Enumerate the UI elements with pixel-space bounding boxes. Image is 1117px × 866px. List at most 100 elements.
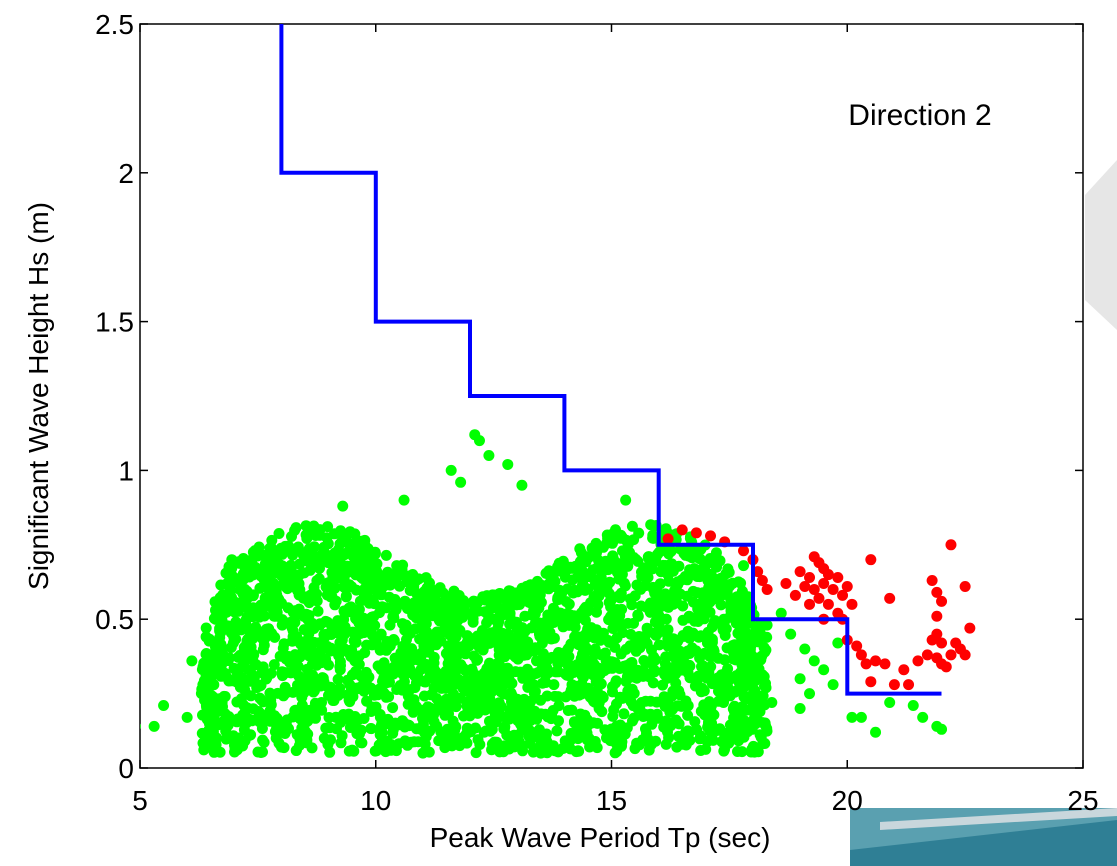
green-point: [480, 594, 491, 606]
green-point: [298, 567, 310, 579]
green-point: [647, 531, 659, 543]
green-point: [430, 639, 442, 651]
green-point: [334, 682, 346, 694]
green-point: [738, 560, 750, 572]
green-point: [461, 737, 473, 749]
green-point: [417, 616, 429, 628]
green-point: [445, 464, 457, 476]
green-point: [434, 582, 446, 594]
green-point: [728, 643, 740, 654]
green-point: [638, 562, 650, 574]
green-point: [420, 627, 432, 639]
green-point: [294, 558, 305, 570]
green-point: [298, 624, 310, 636]
green-point: [565, 684, 577, 696]
green-point: [477, 625, 488, 636]
green-point: [380, 549, 392, 561]
green-point: [296, 691, 308, 703]
green-point: [567, 574, 579, 586]
green-point: [372, 631, 384, 643]
green-point: [257, 696, 269, 708]
green-point: [751, 702, 763, 714]
green-point: [408, 694, 420, 706]
green-point: [808, 655, 820, 667]
green-point: [354, 595, 366, 607]
y-tick-label: 0: [118, 753, 134, 784]
green-point: [670, 714, 682, 726]
green-point: [403, 720, 415, 732]
green-point: [480, 725, 492, 737]
green-point: [345, 601, 357, 613]
green-point: [818, 664, 830, 676]
green-point: [720, 568, 732, 580]
green-point: [651, 708, 663, 720]
green-point: [254, 582, 266, 594]
green-point: [495, 603, 507, 615]
red-point: [827, 583, 839, 595]
green-point: [235, 601, 246, 613]
green-point: [299, 636, 311, 648]
decorative-arrow-shape: [1085, 160, 1117, 330]
green-point: [674, 645, 686, 657]
green-point: [337, 534, 348, 546]
green-point: [548, 679, 560, 691]
green-point: [321, 628, 333, 640]
green-point: [340, 591, 352, 603]
green-point: [203, 635, 215, 647]
red-point: [804, 572, 816, 584]
red-point: [940, 661, 952, 673]
green-point: [766, 697, 778, 709]
green-point: [332, 673, 344, 685]
green-point: [419, 727, 431, 739]
green-point: [512, 731, 524, 743]
red-point: [705, 530, 717, 542]
green-point: [722, 689, 734, 701]
green-point: [321, 532, 333, 544]
green-point: [708, 650, 719, 662]
green-point: [484, 693, 496, 705]
green-point: [489, 709, 501, 721]
green-point: [358, 713, 370, 724]
green-point: [569, 637, 580, 649]
red-point: [690, 527, 702, 539]
red-point: [865, 676, 877, 688]
green-point: [387, 609, 399, 621]
x-tick-label: 15: [596, 785, 627, 816]
green-point: [289, 709, 301, 721]
green-point: [391, 684, 403, 695]
green-point: [609, 641, 621, 653]
green-point: [561, 669, 573, 681]
green-point: [444, 664, 456, 676]
green-point: [450, 631, 462, 643]
red-point: [799, 580, 811, 592]
green-point: [632, 610, 644, 622]
green-point: [398, 669, 410, 681]
red-point: [851, 640, 863, 652]
green-point: [244, 647, 256, 659]
green-point: [504, 607, 516, 619]
green-point: [672, 576, 684, 588]
green-point: [303, 711, 315, 723]
green-point: [704, 606, 716, 618]
green-point: [294, 651, 306, 663]
green-point: [701, 637, 713, 649]
green-point: [379, 714, 391, 726]
green-point: [508, 639, 520, 651]
green-point: [290, 745, 302, 756]
green-point: [632, 664, 644, 676]
green-point: [705, 732, 717, 744]
red-point: [794, 566, 806, 578]
green-point: [186, 655, 198, 667]
green-point: [698, 699, 710, 711]
green-point: [493, 615, 505, 627]
green-point: [371, 558, 383, 570]
green-point: [575, 653, 587, 665]
green-point: [599, 564, 611, 576]
green-point: [232, 651, 244, 663]
green-point: [255, 570, 267, 582]
green-point: [428, 716, 440, 728]
green-point: [415, 650, 427, 662]
green-point: [300, 608, 312, 620]
green-point: [775, 607, 787, 619]
green-point: [517, 631, 529, 642]
